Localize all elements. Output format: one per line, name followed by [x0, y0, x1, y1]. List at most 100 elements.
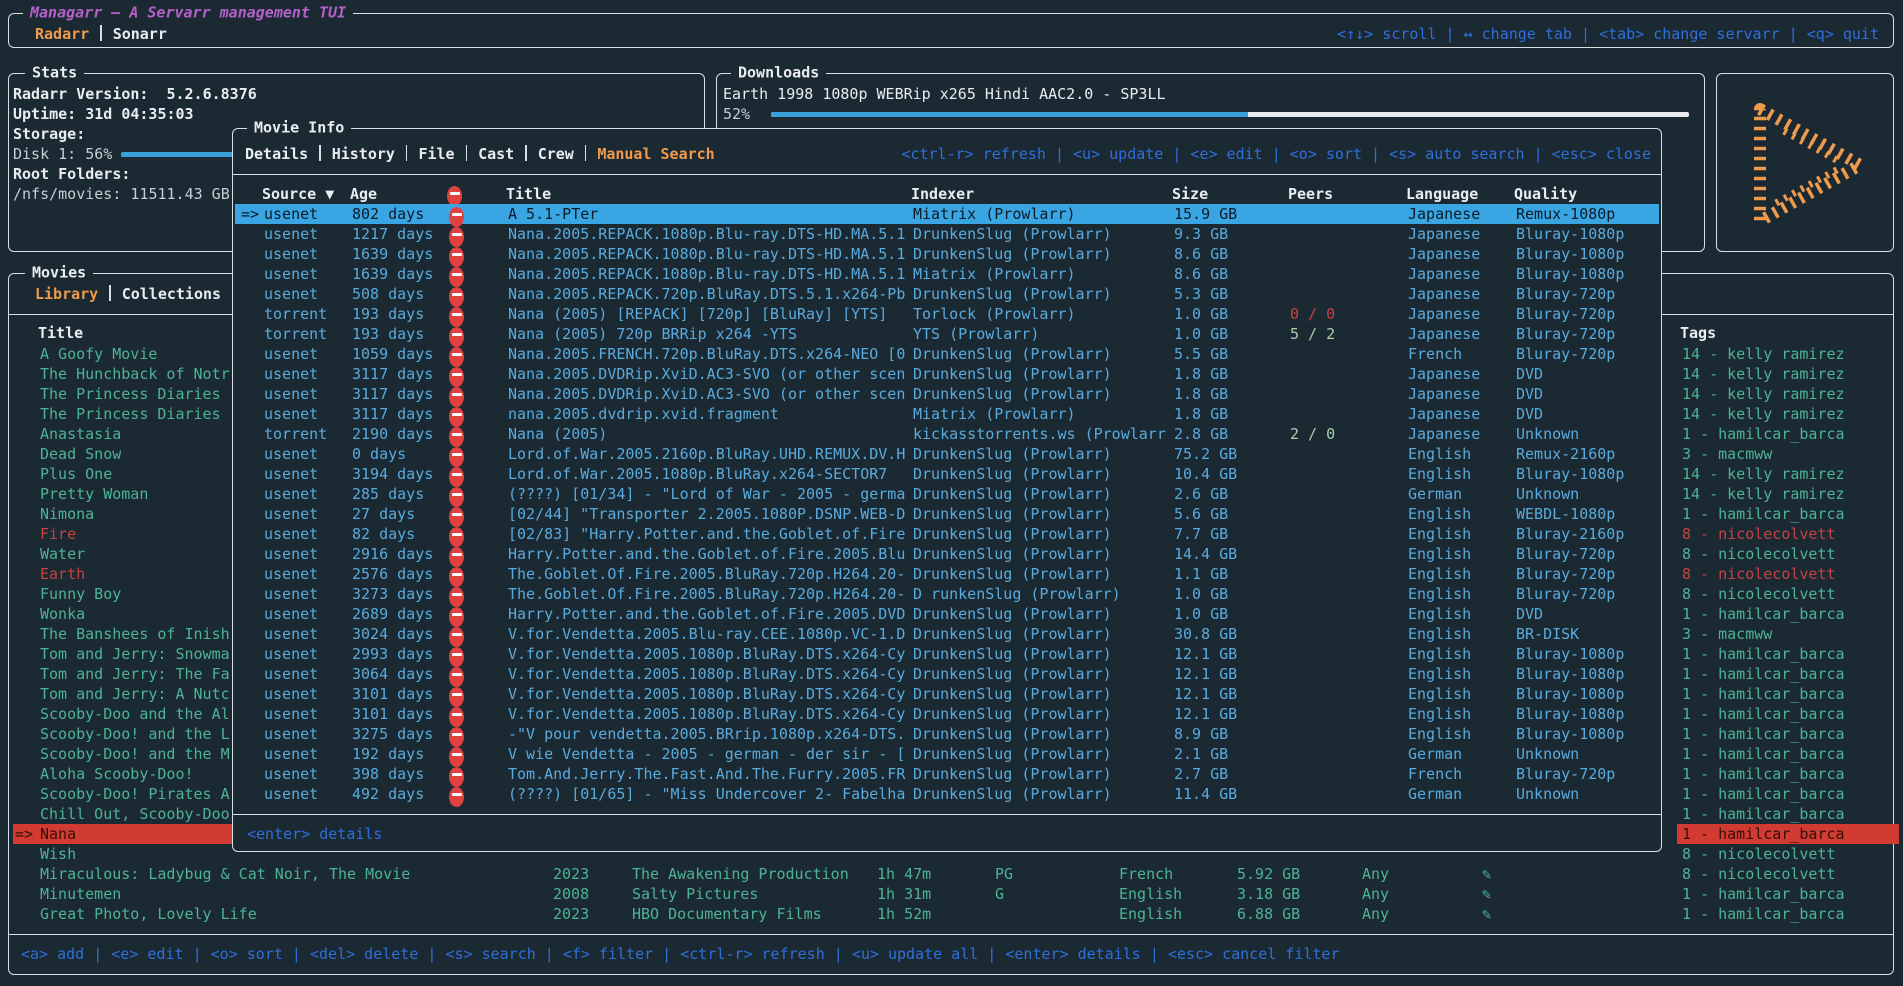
search-result-row[interactable]: usenet 492 days (????) [01/65] - "Miss Und…	[235, 784, 1659, 807]
movie-row[interactable]: Nimona 1 - hamilcar_barca	[11, 504, 1891, 524]
year-cell: 2023	[553, 905, 590, 923]
movie-row[interactable]: Great Photo, Lovely Life 2023 HBO Document…	[11, 904, 1891, 924]
header-quality[interactable]: Quality	[1514, 185, 1578, 203]
tab-history[interactable]: History	[331, 145, 395, 163]
search-result-row[interactable]: torrent 193 days Nana (2005) 720p BRRip x2…	[235, 324, 1659, 347]
movie-row[interactable]: Miraculous: Ladybug & Cat Noir, The Movi…	[11, 864, 1891, 884]
tab-collections[interactable]: Collections	[121, 285, 222, 303]
search-result-row[interactable]: torrent 2190 days Nana (2005) kickasstorren…	[235, 424, 1659, 447]
movie-row[interactable]: Earth 8 - nicolecolvett	[11, 564, 1891, 584]
movie-row[interactable]: Fire 8 - nicolecolvett	[11, 524, 1891, 544]
search-result-row[interactable]: usenet 2916 days Harry.Potter.and.the.Gobl…	[235, 544, 1659, 567]
movie-row[interactable]: Scooby-Doo! Pirates A 1 - hamilcar_barca	[11, 784, 1891, 804]
title-cell: [02/83] "Harry.Potter.and.the.Goblet.of.…	[508, 525, 906, 543]
search-result-row[interactable]: usenet 3273 days The.Goblet.Of.Fire.2005.B…	[235, 584, 1659, 607]
quality-cell: DVD	[1516, 365, 1544, 383]
indexer-cell: Miatrix (Prowlarr)	[913, 405, 1076, 423]
rejected-icon	[449, 646, 464, 667]
search-result-row[interactable]: usenet 3194 days Lord.of.War.2005.1080p.Bl…	[235, 464, 1659, 487]
movie-row[interactable]: Minutemen 2008 Salty Pictures 1h 31m G Englis…	[11, 884, 1891, 904]
search-result-row[interactable]: usenet 3101 days V.for.Vendetta.2005.1080p…	[235, 684, 1659, 707]
source-cell: usenet	[264, 685, 319, 703]
search-result-row[interactable]: usenet 3024 days V.for.Vendetta.2005.Blu-r…	[235, 624, 1659, 647]
search-result-row[interactable]: usenet 2576 days The.Goblet.Of.Fire.2005.B…	[235, 564, 1659, 587]
language-cell: Japanese	[1408, 385, 1481, 403]
tab-separator	[319, 145, 321, 161]
language-cell: English	[1408, 525, 1472, 543]
tab-crew[interactable]: Crew	[537, 145, 574, 163]
peers-cell: 5 / 2	[1290, 325, 1336, 343]
movie-row[interactable]: Scooby-Doo and the Al 1 - hamilcar_barca	[11, 704, 1891, 724]
movie-row[interactable]: The Princess Diaries 14 - kelly ramirez	[11, 404, 1891, 424]
header-title[interactable]: Title	[506, 185, 552, 203]
age-cell: 3064 days	[352, 665, 434, 683]
header-indexer[interactable]: Indexer	[911, 185, 975, 203]
movie-row[interactable]: Plus One 14 - kelly ramirez	[11, 464, 1891, 484]
header-peers[interactable]: Peers	[1288, 185, 1334, 203]
age-cell: 82 days	[352, 525, 416, 543]
tab-manual-search[interactable]: Manual Search	[597, 145, 715, 163]
indexer-cell: DrunkenSlug (Prowlarr)	[913, 745, 1112, 763]
size-cell: 8.9 GB	[1174, 725, 1229, 743]
search-result-row[interactable]: usenet 3117 days nana.2005.dvdrip.xvid.fra…	[235, 404, 1659, 427]
movie-row[interactable]: Wonka 1 - hamilcar_barca	[11, 604, 1891, 624]
search-result-row[interactable]: usenet 1059 days Nana.2005.FRENCH.720p.Blu…	[235, 344, 1659, 367]
header-age[interactable]: Age	[350, 185, 378, 203]
search-result-row[interactable]: usenet 508 days Nana.2005.REPACK.720p.BluR…	[235, 284, 1659, 307]
search-result-row[interactable]: usenet 2993 days V.for.Vendetta.2005.1080p…	[235, 644, 1659, 667]
movie-row[interactable]: Wish 8 - nicolecolvett	[11, 844, 1891, 864]
search-result-row[interactable]: usenet 1639 days Nana.2005.REPACK.1080p.Bl…	[235, 244, 1659, 267]
tab-details[interactable]: Details	[245, 145, 309, 163]
movie-row[interactable]: A Goofy Movie 14 - kelly ramirez	[11, 344, 1891, 364]
tab-file[interactable]: File	[418, 145, 455, 163]
movie-row[interactable]: The Hunchback of Notr 14 - kelly ramirez	[11, 364, 1891, 384]
movie-row[interactable]: Scooby-Doo! and the M 1 - hamilcar_barca	[11, 744, 1891, 764]
indexer-cell: DrunkenSlug (Prowlarr)	[913, 785, 1112, 803]
movie-row[interactable]: Pretty Woman 14 - kelly ramirez	[11, 484, 1891, 504]
language-cell: English	[1408, 725, 1472, 743]
header-language[interactable]: Language	[1406, 185, 1479, 203]
movie-row[interactable]: Tom and Jerry: Snowma 1 - hamilcar_barca	[11, 644, 1891, 664]
year-cell: 2008	[553, 885, 590, 903]
movie-row[interactable]: The Banshees of Inish 3 - macmww	[11, 624, 1891, 644]
search-result-row[interactable]: usenet 3275 days -"V pour vendetta.2005.BR…	[235, 724, 1659, 747]
movie-row[interactable]: Tom and Jerry: A Nutc 1 - hamilcar_barca	[11, 684, 1891, 704]
movie-row[interactable]: Scooby-Doo! and the L 1 - hamilcar_barca	[11, 724, 1891, 744]
search-result-row[interactable]: usenet 1639 days Nana.2005.REPACK.1080p.Bl…	[235, 264, 1659, 287]
tab-library[interactable]: Library	[35, 285, 99, 303]
movie-row[interactable]: => Nana 1 - hamilcar_barca	[11, 824, 1899, 844]
search-result-row[interactable]: usenet 285 days (????) [01/34] - "Lord of …	[235, 484, 1659, 507]
source-cell: usenet	[264, 665, 319, 683]
search-result-row[interactable]: torrent 193 days Nana (2005) [REPACK] [720…	[235, 304, 1659, 327]
movie-title-cell: Plus One	[40, 465, 113, 483]
tab-sonarr[interactable]: Sonarr	[112, 25, 167, 43]
movie-row[interactable]: Tom and Jerry: The Fa 1 - hamilcar_barca	[11, 664, 1891, 684]
search-result-row[interactable]: usenet 0 days Lord.of.War.2005.2160p.BluRa…	[235, 444, 1659, 467]
search-result-row[interactable]: usenet 2689 days Harry.Potter.and.the.Gobl…	[235, 604, 1659, 627]
rejected-icon	[449, 446, 464, 467]
search-result-row[interactable]: usenet 82 days [02/83] "Harry.Potter.and.t…	[235, 524, 1659, 547]
language-cell: French	[1408, 765, 1463, 783]
search-result-row[interactable]: usenet 3117 days Nana.2005.DVDRip.XviD.AC3…	[235, 364, 1659, 387]
movie-row[interactable]: The Princess Diaries 14 - kelly ramirez	[11, 384, 1891, 404]
search-result-row[interactable]: usenet 3117 days Nana.2005.DVDRip.XviD.AC3…	[235, 384, 1659, 407]
tab-cast[interactable]: Cast	[478, 145, 515, 163]
search-result-row[interactable]: usenet 1217 days Nana.2005.REPACK.1080p.Bl…	[235, 224, 1659, 247]
search-result-row[interactable]: usenet 192 days V wie Vendetta - 2005 - ge…	[235, 744, 1659, 767]
search-result-row[interactable]: usenet 398 days Tom.And.Jerry.The.Fast.And…	[235, 764, 1659, 787]
movie-row[interactable]: Anastasia 1 - hamilcar_barca	[11, 424, 1891, 444]
movie-row[interactable]: Dead Snow 3 - macmww	[11, 444, 1891, 464]
search-result-row[interactable]: usenet 27 days [02/44] "Transporter 2.2005…	[235, 504, 1659, 527]
search-result-row[interactable]: usenet 3101 days V.for.Vendetta.2005.1080p…	[235, 704, 1659, 727]
search-result-row[interactable]: => usenet 802 days A 5.1-PTer Miatrix (Prowl…	[235, 204, 1659, 227]
movie-row[interactable]: Water 8 - nicolecolvett	[11, 544, 1891, 564]
runtime-cell: 1h 31m	[877, 885, 932, 903]
header-size[interactable]: Size	[1172, 185, 1209, 203]
movie-row[interactable]: Chill Out, Scooby-Doo 1 - hamilcar_barca	[11, 804, 1891, 824]
search-result-row[interactable]: usenet 3064 days V.for.Vendetta.2005.1080p…	[235, 664, 1659, 687]
movie-row[interactable]: Aloha Scooby-Doo! 1 - hamilcar_barca	[11, 764, 1891, 784]
movie-row[interactable]: Funny Boy 8 - nicolecolvett	[11, 584, 1891, 604]
tab-radarr[interactable]: Radarr	[35, 25, 90, 43]
age-cell: 802 days	[352, 205, 425, 223]
header-source[interactable]: Source ▼	[262, 185, 335, 203]
